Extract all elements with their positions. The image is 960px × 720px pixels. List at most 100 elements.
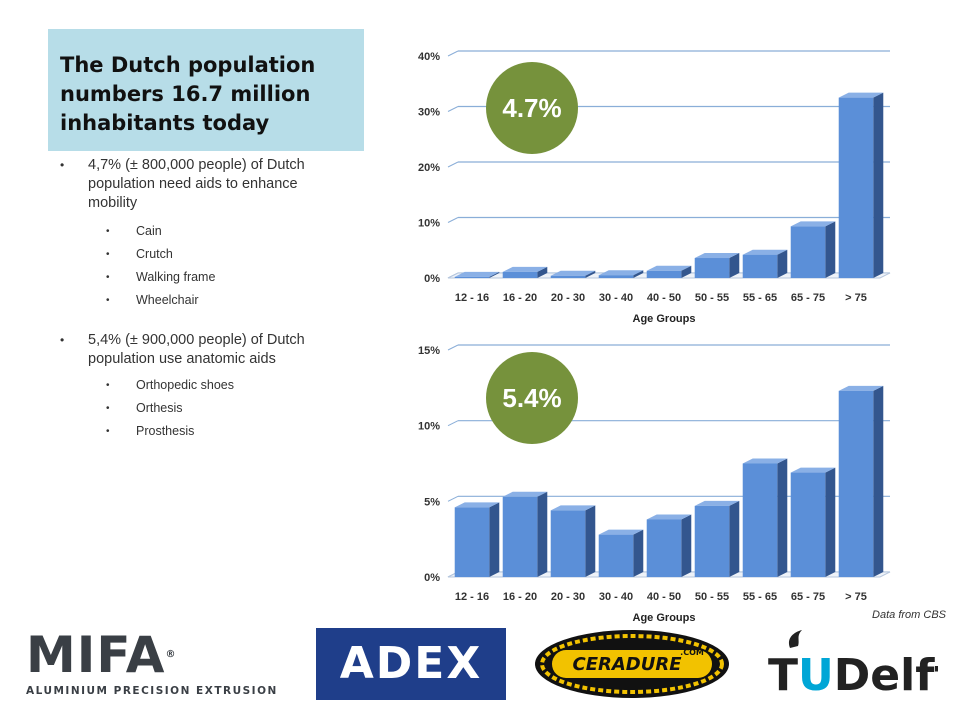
sub-bullet: Crutch [60, 246, 360, 263]
bar-front [790, 472, 826, 577]
bar-side [777, 249, 788, 278]
bullet-list: 4,7% (± 800,000 people) of Dutch populat… [60, 156, 360, 440]
x-tick-label: 30 - 40 [599, 292, 633, 304]
bar-front [742, 254, 778, 278]
bar-top [598, 529, 644, 535]
x-tick-label: 12 - 16 [455, 292, 489, 304]
bullet-line: population use anatomic aids [88, 351, 276, 367]
x-tick-label: 16 - 20 [503, 292, 537, 304]
gridline-depth [447, 50, 459, 57]
bar-front [598, 534, 634, 577]
mifa-logo-subtitle: ALUMINIUM PRECISION EXTRUSION [26, 685, 278, 697]
x-tick-label: > 75 [845, 591, 867, 603]
bar-front [694, 258, 730, 278]
bar-front [790, 226, 826, 278]
gridline-depth [447, 217, 459, 223]
bar-front [598, 275, 634, 278]
bar-front [838, 97, 874, 278]
bar-side [729, 500, 740, 577]
bar-side [729, 253, 740, 278]
mifa-logo-text: MIFA [26, 626, 166, 684]
mobility-aids-bar-chart: 0% 10% 20% 30% 40% 12 - 16 16 - 20 20 - 30 30 - … [418, 50, 891, 325]
bar-front [550, 275, 586, 278]
bar-side [681, 514, 692, 577]
gridline-depth [447, 161, 459, 168]
bar [502, 491, 548, 577]
x-tick-label: 65 - 75 [791, 292, 825, 304]
bar [646, 514, 692, 577]
bar-side [489, 271, 500, 278]
bar-top [502, 491, 548, 497]
bar-top [454, 502, 500, 508]
ceradure-logo: CERADURE .COM [535, 630, 729, 698]
bar [646, 265, 692, 278]
bar-front [502, 271, 538, 278]
sub-bullet: Walking frame [60, 269, 360, 286]
bar-top [598, 270, 644, 276]
bar-front [646, 270, 682, 278]
bullet-line: population need aids to enhance [88, 176, 298, 192]
bar-front [502, 496, 538, 577]
bullet-line: mobility [88, 195, 138, 211]
bar [454, 271, 500, 278]
tudelft-logo: TUDelft [768, 630, 938, 696]
bar-top [742, 249, 788, 255]
bar-front [550, 510, 586, 577]
bar-side [585, 270, 596, 278]
y-tick-label: 10% [418, 421, 440, 433]
annotation-circle [486, 352, 578, 444]
sub-bullet: Prosthesis [60, 423, 360, 440]
bullet-anatomic-aids: 5,4% (± 900,000 people) of Dutch populat… [60, 331, 360, 369]
bar-top [694, 253, 740, 259]
x-tick-label: 55 - 65 [743, 292, 777, 304]
x-axis-title: Age Groups [633, 313, 696, 325]
bar-front [838, 390, 874, 577]
anatomic-aids-bar-chart: 0% 5% 10% 15% 12 - 16 16 - 20 20 - 30 30 - 40 40… [418, 344, 891, 624]
bar [838, 92, 884, 278]
bar-front [454, 276, 490, 278]
bar-side [489, 502, 500, 577]
ceradure-logo-text: CERADURE [572, 654, 682, 675]
y-tick-label: 10% [418, 218, 440, 230]
bar-front [694, 505, 730, 577]
y-tick-label: 20% [418, 162, 440, 174]
sub-bullet: Orthopedic shoes [60, 377, 360, 394]
bar-front [742, 463, 778, 577]
bar-top [550, 505, 596, 511]
title-box: The Dutch population numbers 16.7 millio… [48, 29, 364, 151]
mifa-logo: MIFA® ALUMINIUM PRECISION EXTRUSION [26, 630, 290, 697]
bar-side [825, 221, 836, 278]
bar [790, 467, 836, 577]
bar [598, 270, 644, 278]
annotation-circle [486, 62, 578, 154]
y-tick-label: 30% [418, 107, 440, 119]
y-tick-label: 40% [418, 51, 440, 63]
title-line: The Dutch population [60, 53, 316, 77]
ceradure-logo-suffix: .COM [680, 648, 704, 657]
x-tick-label: 20 - 30 [551, 591, 585, 603]
x-tick-label: > 75 [845, 292, 867, 304]
gridline-depth [447, 344, 459, 351]
adex-logo-text: ADEX [339, 638, 483, 689]
bar-side [633, 529, 644, 577]
gridline-depth [447, 420, 459, 427]
x-axis-title: Age Groups [633, 612, 696, 624]
bar-top [742, 458, 788, 464]
bar-top [790, 221, 836, 227]
gridline-depth [447, 106, 459, 112]
y-tick-label: 15% [418, 345, 440, 357]
bar [550, 505, 596, 577]
x-tick-label: 20 - 30 [551, 292, 585, 304]
x-tick-label: 12 - 16 [455, 591, 489, 603]
bar-side [537, 491, 548, 577]
bar-top [502, 266, 548, 272]
bar-front [646, 519, 682, 577]
y-tick-label: 0% [424, 572, 440, 584]
bar-top [838, 92, 884, 98]
bar [790, 221, 836, 278]
bar-side [873, 92, 884, 278]
bar-top [838, 385, 884, 391]
bar-side [537, 266, 548, 278]
bar-top [454, 271, 500, 277]
bar [598, 529, 644, 577]
